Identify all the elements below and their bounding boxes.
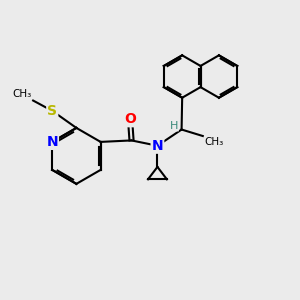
Text: H: H <box>170 121 178 131</box>
Text: N: N <box>46 135 58 149</box>
Text: O: O <box>124 112 136 126</box>
Text: N: N <box>152 139 163 153</box>
Text: CH₃: CH₃ <box>204 137 224 148</box>
Text: S: S <box>47 104 57 118</box>
Text: CH₃: CH₃ <box>12 89 32 99</box>
